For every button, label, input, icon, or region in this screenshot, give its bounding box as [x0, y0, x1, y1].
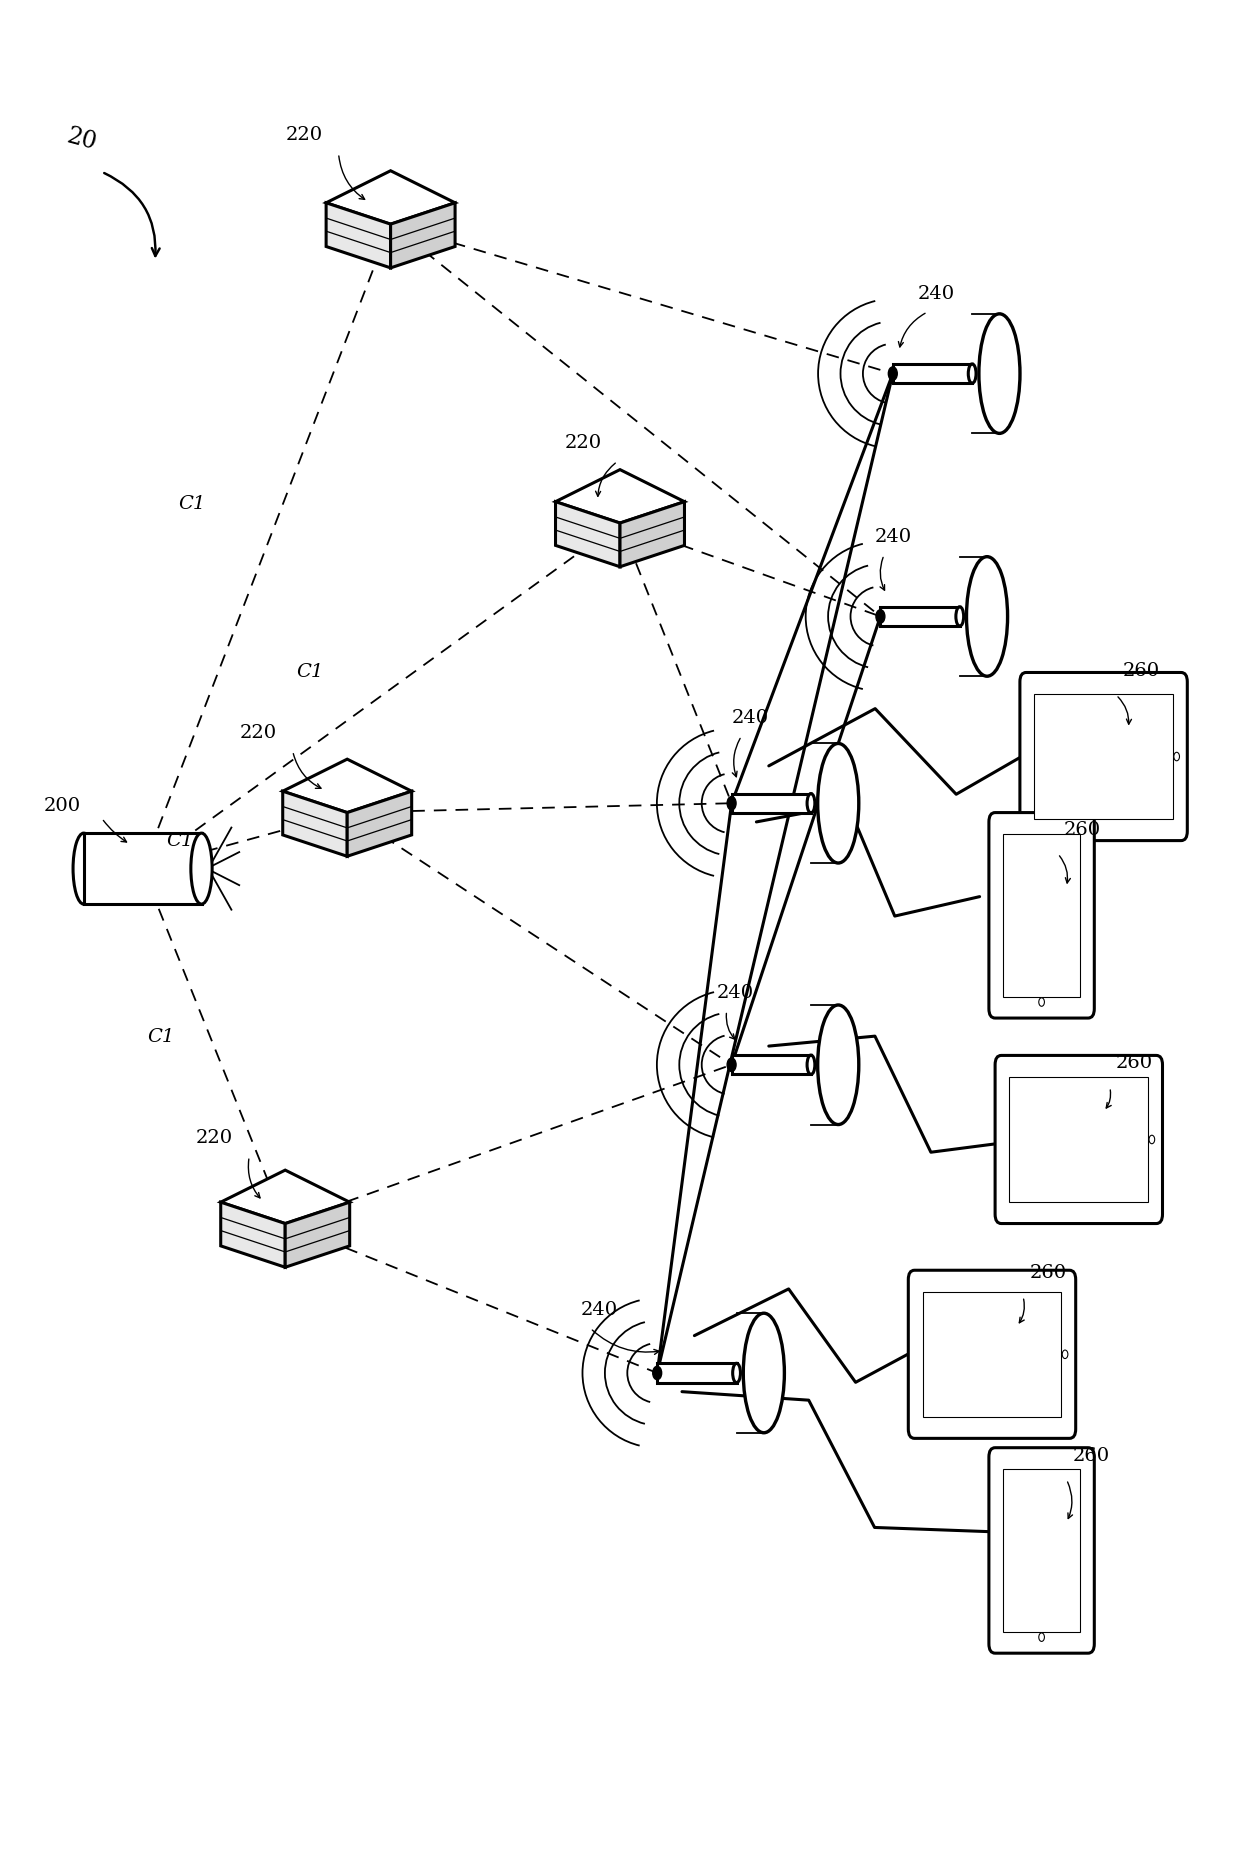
Polygon shape [556, 502, 620, 566]
Ellipse shape [743, 1313, 785, 1433]
Ellipse shape [733, 1364, 740, 1382]
Text: 20: 20 [64, 125, 99, 155]
FancyArrowPatch shape [899, 314, 925, 347]
Text: 260: 260 [1122, 663, 1159, 680]
FancyArrowPatch shape [1118, 697, 1131, 725]
Circle shape [1039, 1633, 1044, 1642]
Ellipse shape [807, 794, 815, 813]
Text: 240: 240 [918, 286, 955, 303]
Bar [1003, 1468, 1080, 1633]
Text: 240: 240 [717, 984, 754, 1001]
FancyArrowPatch shape [248, 1158, 260, 1197]
Polygon shape [283, 758, 412, 813]
FancyArrowPatch shape [104, 174, 160, 256]
Bar [1003, 833, 1080, 998]
Ellipse shape [191, 833, 212, 904]
FancyArrowPatch shape [593, 1330, 660, 1354]
Text: 260: 260 [1073, 1448, 1110, 1465]
Text: C1: C1 [179, 495, 206, 514]
Text: 220: 220 [564, 435, 601, 452]
FancyArrowPatch shape [880, 557, 884, 590]
Text: C1: C1 [148, 1027, 175, 1046]
Ellipse shape [968, 364, 976, 383]
FancyArrowPatch shape [1068, 1481, 1073, 1519]
FancyArrowPatch shape [1106, 1089, 1111, 1108]
FancyArrowPatch shape [1019, 1298, 1024, 1323]
Circle shape [875, 609, 885, 624]
Circle shape [1149, 1136, 1154, 1143]
Ellipse shape [807, 1055, 815, 1074]
Text: C1: C1 [296, 663, 324, 682]
Bar [923, 1293, 1061, 1416]
Circle shape [727, 796, 737, 811]
FancyBboxPatch shape [908, 1270, 1076, 1438]
Polygon shape [326, 204, 391, 267]
Polygon shape [221, 1169, 350, 1224]
Ellipse shape [966, 557, 1008, 676]
Polygon shape [221, 1203, 285, 1267]
Polygon shape [620, 502, 684, 566]
Polygon shape [391, 204, 455, 267]
FancyArrowPatch shape [733, 738, 740, 777]
FancyArrowPatch shape [1059, 856, 1070, 884]
FancyArrowPatch shape [103, 820, 126, 842]
Text: 240: 240 [580, 1302, 618, 1319]
Polygon shape [326, 170, 455, 224]
Circle shape [1063, 1351, 1068, 1358]
Ellipse shape [978, 314, 1021, 433]
Bar [1034, 693, 1173, 820]
FancyBboxPatch shape [990, 1448, 1094, 1653]
Polygon shape [347, 792, 412, 856]
Circle shape [727, 1057, 737, 1072]
Polygon shape [285, 1203, 350, 1267]
Circle shape [888, 366, 898, 381]
Text: 220: 220 [196, 1130, 233, 1147]
Circle shape [652, 1366, 662, 1380]
Polygon shape [893, 364, 972, 383]
Polygon shape [732, 794, 811, 813]
Ellipse shape [817, 1005, 859, 1125]
Circle shape [1039, 998, 1044, 1007]
Polygon shape [732, 1055, 811, 1074]
FancyArrowPatch shape [595, 463, 615, 497]
Polygon shape [283, 792, 347, 856]
Bar [1009, 1076, 1148, 1203]
Text: 220: 220 [239, 725, 277, 742]
Polygon shape [84, 833, 201, 904]
Text: 260: 260 [1116, 1055, 1153, 1072]
FancyBboxPatch shape [994, 1055, 1163, 1224]
FancyArrowPatch shape [727, 1012, 735, 1039]
Polygon shape [556, 469, 684, 523]
FancyArrowPatch shape [339, 155, 365, 200]
Text: 260: 260 [1029, 1265, 1066, 1281]
Text: 240: 240 [732, 710, 769, 727]
Text: 200: 200 [43, 798, 81, 814]
FancyBboxPatch shape [990, 813, 1094, 1018]
Ellipse shape [817, 743, 859, 863]
Polygon shape [657, 1364, 737, 1382]
Circle shape [1174, 753, 1179, 760]
FancyArrowPatch shape [294, 753, 321, 788]
Text: 240: 240 [874, 529, 911, 545]
Ellipse shape [73, 833, 94, 904]
Text: 260: 260 [1064, 822, 1101, 839]
Text: 220: 220 [285, 127, 322, 144]
Text: C1: C1 [166, 831, 193, 850]
FancyBboxPatch shape [1019, 672, 1188, 841]
Ellipse shape [956, 607, 963, 626]
Polygon shape [880, 607, 960, 626]
